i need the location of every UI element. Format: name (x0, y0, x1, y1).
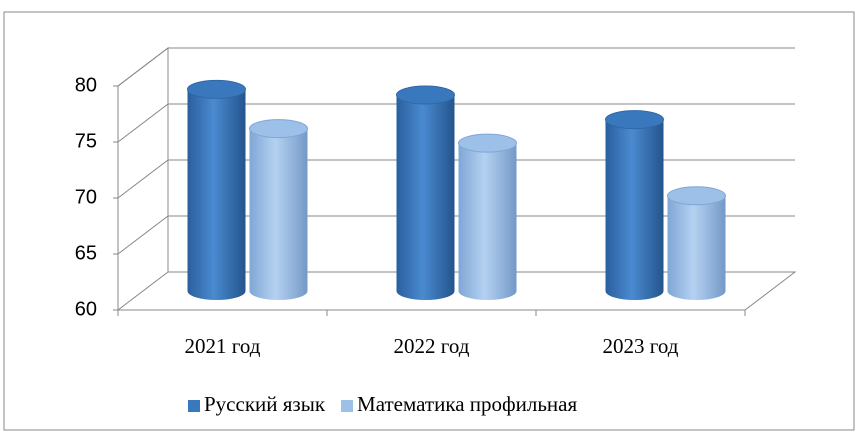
legend-label: Математика профильная (357, 392, 577, 416)
bar (605, 110, 664, 300)
x-tick-label: 2023 год (603, 334, 679, 358)
bar-top (396, 85, 455, 105)
bar (458, 133, 517, 300)
y-tick-label: 80 (75, 74, 97, 96)
bar-top (605, 110, 664, 130)
legend-swatch (341, 400, 354, 412)
bar-top (187, 79, 246, 99)
y-tick-label: 60 (75, 298, 97, 320)
y-tick-label: 65 (75, 242, 97, 264)
x-tick-label: 2021 год (185, 334, 261, 358)
bar-body (605, 119, 664, 300)
bar (249, 119, 308, 300)
bar (396, 85, 455, 300)
bar-top (667, 186, 726, 206)
bar (667, 186, 726, 300)
y-tick-label: 70 (75, 186, 97, 208)
bar-body (187, 89, 246, 301)
x-tick-label: 2022 год (394, 334, 470, 358)
bar-body (458, 143, 517, 300)
grid-line (117, 47, 795, 87)
bar-top (249, 119, 308, 139)
grid-line (117, 103, 795, 143)
bar-body (249, 128, 308, 300)
bar-body (667, 195, 726, 300)
bar (187, 79, 246, 301)
grid-line (117, 215, 795, 255)
bar-body (396, 95, 455, 300)
grid-line (117, 159, 795, 199)
legend-label: Русский язык (204, 392, 326, 416)
bar-top (458, 133, 517, 153)
legend-swatch (188, 400, 200, 412)
y-tick-label: 75 (75, 130, 97, 152)
grid-line (117, 271, 795, 311)
